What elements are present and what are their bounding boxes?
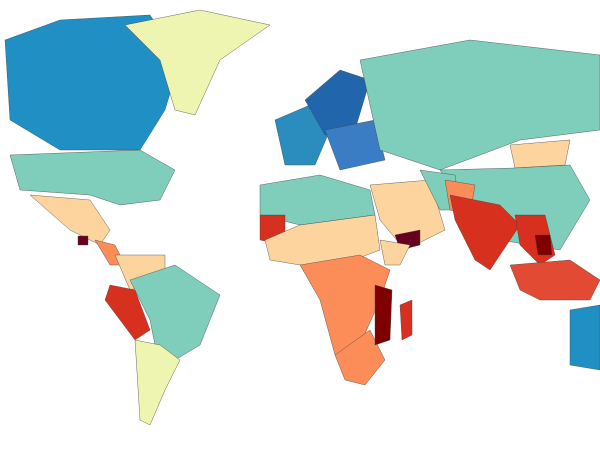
country-region — [129, 264, 221, 361]
country-region — [509, 259, 600, 301]
country-region — [304, 69, 371, 136]
country-region — [369, 179, 446, 251]
country-region — [399, 299, 413, 341]
country-region — [379, 239, 411, 266]
country-region — [324, 119, 386, 171]
country-region — [29, 194, 111, 246]
country-region — [124, 9, 271, 116]
country-region — [569, 304, 600, 371]
country-region — [374, 284, 393, 346]
country-region — [104, 284, 151, 341]
country-region — [77, 235, 89, 246]
country-region — [9, 149, 176, 206]
country-region — [134, 339, 181, 426]
country-region — [359, 39, 600, 171]
country-region — [299, 254, 391, 356]
country-region — [509, 139, 571, 169]
country-region — [4, 14, 181, 151]
country-region — [534, 234, 553, 256]
country-region — [334, 329, 386, 386]
country-region — [449, 194, 521, 271]
